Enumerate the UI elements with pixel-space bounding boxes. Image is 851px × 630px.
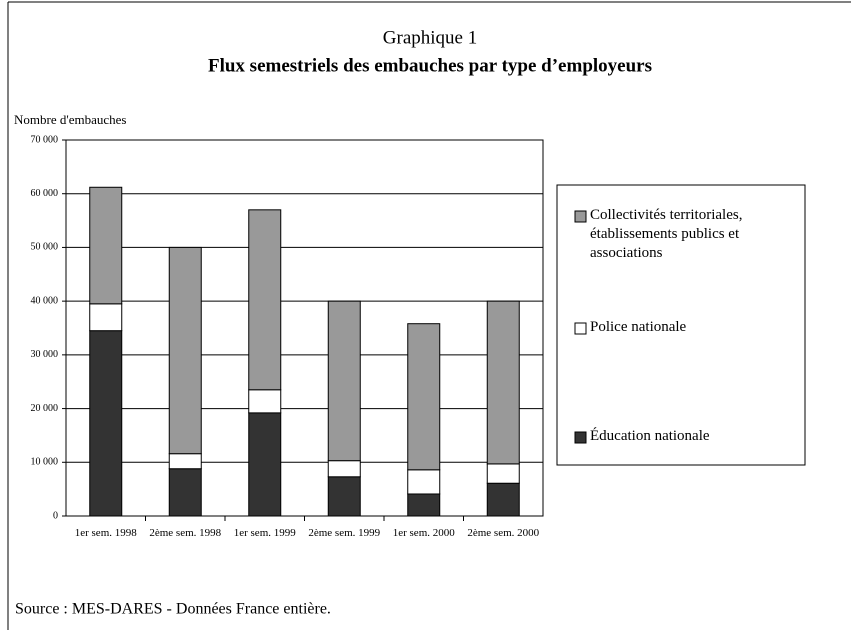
bar-segment (168, 246, 202, 455)
legend-swatch (574, 322, 587, 335)
chart-subtitle: Flux semestriels des embauches par type … (208, 55, 652, 76)
plot-area (65, 139, 544, 517)
x-tick-label: 2ème sem. 1998 (149, 527, 222, 539)
chart-title: Graphique 1 (383, 27, 477, 48)
x-tick-label: 1er sem. 1998 (74, 527, 137, 539)
x-tick-label: 1er sem. 1999 (233, 527, 296, 539)
bar-segment (486, 300, 520, 465)
bar-segment (89, 186, 123, 305)
x-tick-label: 2ème sem. 1999 (308, 527, 381, 539)
bar-segment (327, 460, 361, 478)
bar-segment (407, 493, 441, 517)
y-tick-label: 40 000 (31, 295, 59, 306)
x-tick-label: 2ème sem. 2000 (467, 527, 540, 539)
legend-label: Éducation nationale (590, 428, 710, 444)
legend-swatch (574, 431, 587, 444)
legend-label: Police nationale (590, 319, 687, 335)
y-tick-label: 70 000 (31, 134, 59, 145)
bar-segment (327, 300, 361, 462)
bar-segment (168, 453, 202, 470)
y-tick-label: 10 000 (31, 457, 59, 468)
y-axis-label: Nombre d'embauches (14, 112, 126, 127)
bar-segment (327, 476, 361, 517)
y-tick-label: 20 000 (31, 403, 59, 414)
bar-segment (407, 469, 441, 495)
bar-segment (89, 303, 123, 332)
bar-segment (168, 468, 202, 517)
y-tick-label: 50 000 (31, 242, 59, 253)
x-tick-label: 1er sem. 2000 (392, 527, 455, 539)
legend-swatch (574, 210, 587, 223)
y-tick-label: 0 (53, 510, 58, 521)
source: Source : MES-DARES - Données France enti… (15, 601, 331, 618)
y-tick-label: 30 000 (31, 349, 59, 360)
bar-segment (486, 482, 520, 517)
legend-label: Collectivités territoriales, établisseme… (590, 207, 743, 261)
y-tick-label: 60 000 (31, 188, 59, 199)
legend-box (556, 184, 806, 466)
bar-segment (248, 209, 282, 391)
bar-segment (89, 330, 123, 517)
bar-segment (486, 463, 520, 484)
bar-segment (248, 389, 282, 414)
bar-segment (407, 323, 441, 471)
bar-segment (248, 412, 282, 517)
